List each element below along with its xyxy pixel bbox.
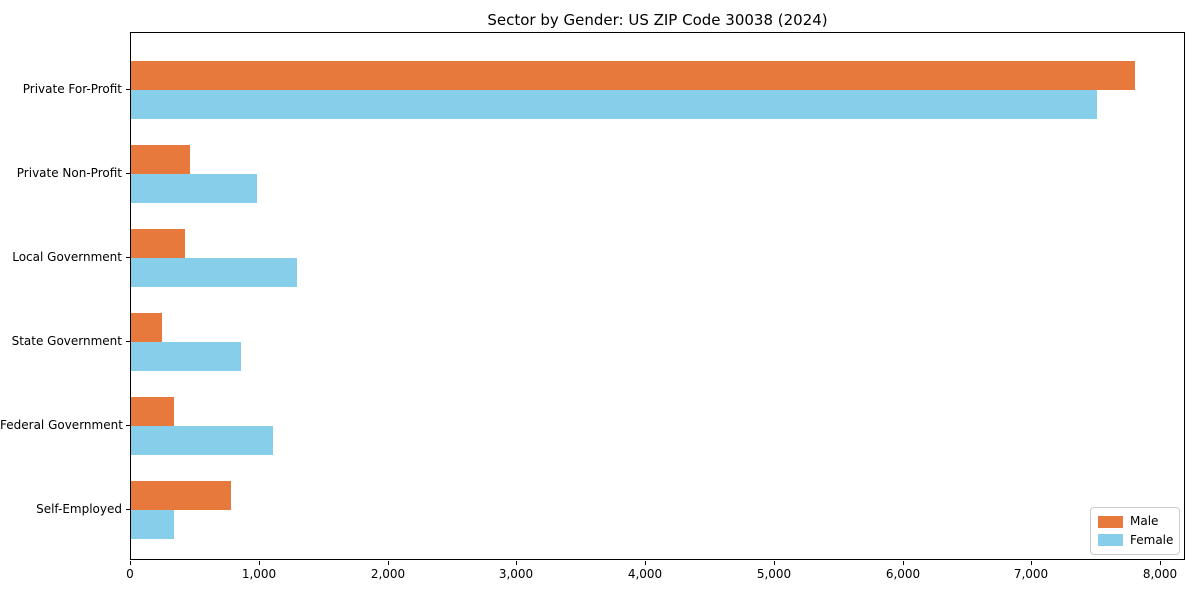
bar-female: [131, 258, 297, 287]
y-tick-label: Private Non-Profit: [16, 166, 122, 180]
x-tick: [516, 561, 517, 565]
y-tick-label: Self-Employed: [36, 502, 122, 516]
legend-label: Male: [1130, 514, 1159, 529]
y-tick-label: Private For-Profit: [22, 82, 122, 96]
y-tick-label: Local Government: [12, 250, 122, 264]
legend-item: Male: [1098, 515, 1172, 528]
y-tick: [126, 89, 130, 90]
legend-item: Female: [1098, 532, 1174, 547]
bar-male: [131, 397, 174, 426]
x-tick-label: 2,000: [370, 567, 406, 581]
bar-female: [131, 174, 257, 203]
bar-male: [131, 61, 1135, 90]
x-tick-label: 7,000: [1013, 567, 1049, 581]
x-tick: [130, 561, 131, 565]
y-tick: [126, 257, 130, 258]
legend-swatch-male: [1098, 515, 1123, 528]
x-tick-label: 5,000: [756, 567, 792, 581]
bar-female: [131, 426, 273, 455]
x-tick: [259, 561, 260, 565]
x-tick: [1160, 561, 1161, 565]
y-tick: [126, 509, 130, 510]
legend-swatch-female: [1098, 534, 1123, 547]
legend-label: Female: [1130, 532, 1174, 547]
y-tick: [126, 173, 130, 174]
bar-male: [131, 481, 231, 510]
bar-female: [131, 510, 174, 539]
bar-female: [131, 342, 241, 371]
x-tick-label: 0: [126, 567, 134, 581]
x-tick: [903, 561, 904, 565]
y-tick-label: State Government: [11, 334, 122, 348]
chart-title: Sector by Gender: US ZIP Code 30038 (202…: [487, 11, 828, 29]
bar-female: [131, 90, 1097, 119]
bar-male: [131, 145, 190, 174]
x-tick: [645, 561, 646, 565]
x-tick: [388, 561, 389, 565]
y-tick: [126, 425, 130, 426]
x-tick-label: 4,000: [627, 567, 663, 581]
x-tick: [1031, 561, 1032, 565]
x-tick-label: 3,000: [498, 567, 534, 581]
plot-area: [130, 32, 1185, 560]
y-tick: [126, 341, 130, 342]
x-tick-label: 8,000: [1142, 567, 1178, 581]
x-tick-label: 6,000: [885, 567, 921, 581]
bar-male: [131, 313, 162, 342]
legend: Male Female: [1090, 507, 1180, 555]
bar-male: [131, 229, 185, 258]
x-tick-label: 1,000: [241, 567, 277, 581]
y-tick-label: Federal Government: [0, 418, 123, 432]
x-tick: [774, 561, 775, 565]
